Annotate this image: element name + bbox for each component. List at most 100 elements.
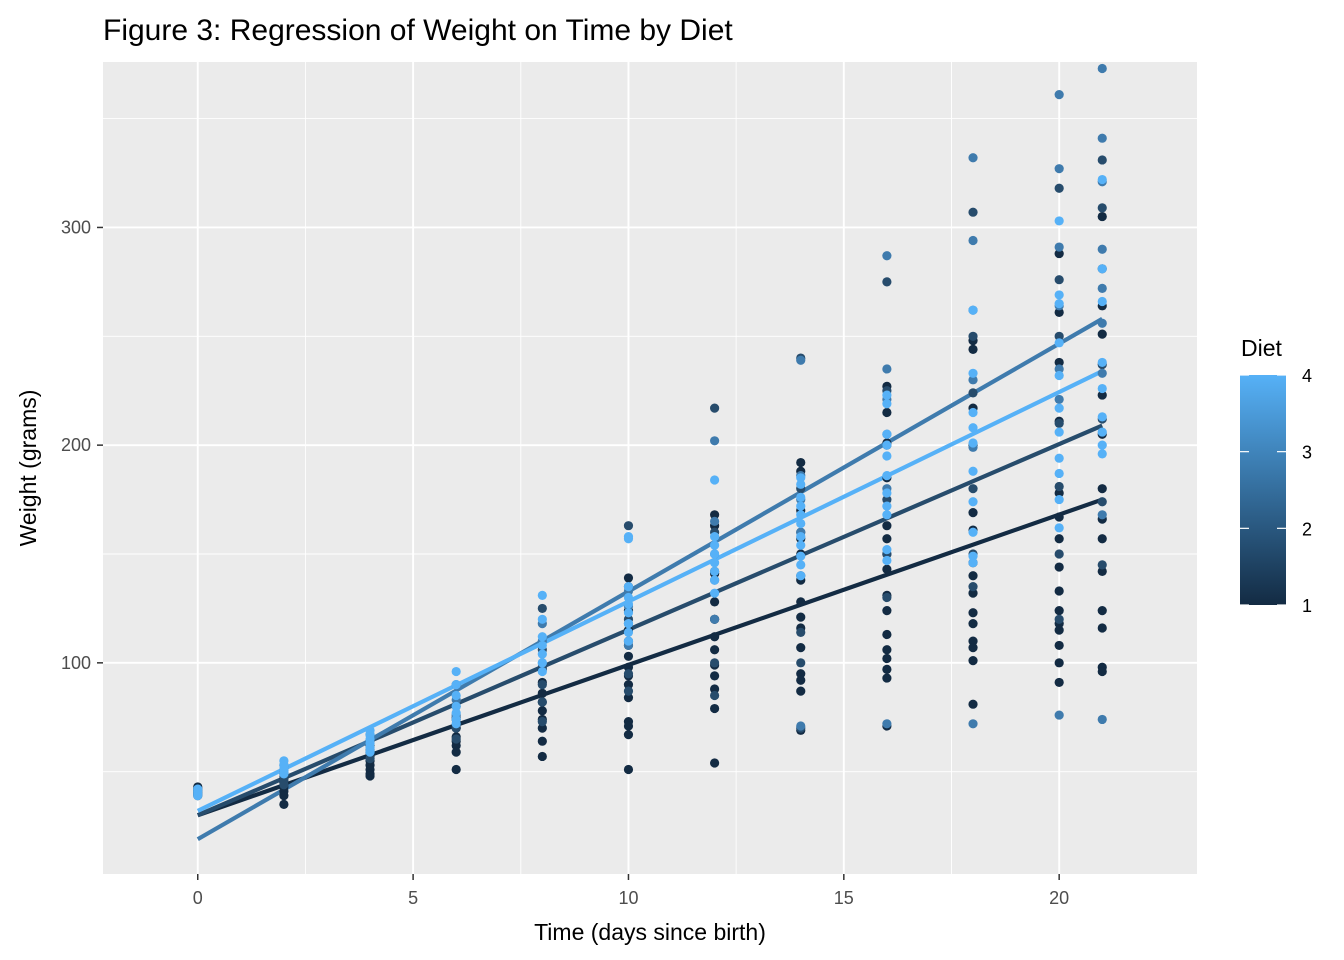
data-point-diet-2: [537, 717, 547, 727]
data-point-diet-1: [623, 680, 634, 690]
data-point-diet-4: [968, 551, 978, 561]
data-point-diet-4: [537, 666, 547, 677]
data-point-diet-3: [882, 364, 892, 374]
data-point-diet-3: [1097, 510, 1107, 520]
data-point-diet-4: [1054, 338, 1064, 348]
data-point-diet-4: [279, 769, 289, 779]
data-point-diet-2: [365, 754, 375, 764]
data-point-diet-4: [451, 690, 461, 701]
data-point-diet-1: [451, 764, 461, 775]
data-point-diet-2: [1054, 549, 1064, 559]
data-point-diet-1: [882, 664, 892, 674]
data-point-diet-2: [882, 592, 892, 603]
data-point-diet-1: [1097, 666, 1107, 677]
data-point-diet-4: [1054, 453, 1064, 463]
x-axis-title: Time (days since birth): [534, 919, 766, 945]
data-point-diet-4: [710, 540, 720, 550]
data-point-diet-1: [710, 632, 720, 642]
data-point-diet-1: [968, 588, 978, 598]
data-point-diet-1: [451, 747, 461, 757]
data-point-diet-2: [968, 484, 978, 494]
data-point-diet-3: [710, 516, 720, 526]
data-point-diet-1: [968, 656, 978, 666]
data-point-diet-1: [882, 653, 892, 664]
data-point-diet-4: [796, 531, 806, 542]
data-point-diet-4: [882, 399, 892, 409]
data-point-diet-1: [365, 771, 375, 781]
data-point-diet-4: [710, 566, 720, 577]
data-point-diet-2: [623, 669, 634, 679]
data-point-diet-1: [1054, 677, 1064, 688]
data-point-diet-4: [882, 545, 892, 555]
data-point-diet-4: [1097, 440, 1107, 450]
data-point-diet-4: [623, 582, 634, 592]
data-point-diet-1: [537, 706, 547, 716]
data-point-diet-4: [710, 575, 720, 585]
y-axis-title: Weight (grams): [15, 390, 41, 547]
data-point-diet-1: [623, 651, 634, 661]
data-point-diet-1: [710, 703, 720, 714]
legend-colorbar: [1240, 375, 1286, 605]
data-point-diet-2: [796, 627, 806, 637]
data-point-diet-1: [796, 597, 806, 607]
data-point-diet-4: [451, 708, 461, 718]
data-point-diet-2: [968, 388, 978, 398]
data-point-diet-4: [1054, 494, 1064, 505]
data-point-diet-1: [796, 675, 806, 685]
data-point-diet-1: [623, 573, 634, 583]
data-point-diet-3: [710, 614, 720, 624]
data-point-diet-1: [1054, 357, 1064, 368]
data-point-diet-3: [1097, 714, 1107, 725]
data-point-diet-1: [968, 642, 978, 653]
data-point-diet-2: [1097, 155, 1107, 165]
data-point-diet-1: [1054, 605, 1064, 616]
data-point-diet-4: [968, 558, 978, 568]
data-point-diet-4: [193, 791, 203, 801]
data-point-diet-1: [1054, 534, 1064, 544]
x-tick-label: 5: [408, 888, 418, 908]
data-point-diet-3: [968, 153, 978, 163]
data-point-diet-1: [710, 684, 720, 694]
data-point-diet-4: [796, 560, 806, 570]
data-point-diet-3: [1097, 133, 1107, 143]
data-point-diet-4: [882, 510, 892, 520]
chart-title: Figure 3: Regression of Weight on Time b…: [103, 14, 733, 47]
data-point-diet-1: [710, 597, 720, 607]
data-point-diet-1: [1097, 534, 1107, 544]
data-point-diet-1: [537, 751, 547, 762]
data-point-diet-4: [882, 488, 892, 498]
data-point-diet-4: [1097, 383, 1107, 394]
data-point-diet-4: [882, 451, 892, 461]
data-point-diet-4: [710, 475, 720, 485]
x-axis-ticks: 0 5 10 15 20: [193, 874, 1069, 908]
data-point-diet-2: [537, 603, 547, 614]
data-point-diet-1: [710, 758, 720, 768]
data-point-diet-4: [451, 719, 461, 729]
data-point-diet-2: [537, 680, 547, 690]
data-point-diet-4: [882, 555, 892, 566]
data-point-diet-1: [1054, 248, 1064, 259]
data-point-diet-2: [968, 331, 978, 341]
data-point-diet-4: [968, 368, 978, 378]
data-point-diet-4: [882, 440, 892, 450]
data-point-diet-2: [796, 658, 806, 668]
data-point-diet-1: [710, 645, 720, 655]
y-tick-label: 300: [61, 217, 91, 237]
data-point-diet-1: [882, 534, 892, 544]
data-point-diet-4: [1097, 449, 1107, 459]
data-point-diet-2: [623, 686, 634, 696]
data-point-diet-3: [1054, 394, 1064, 405]
data-point-diet-4: [451, 666, 461, 677]
data-point-diet-3: [1054, 164, 1064, 174]
y-axis-ticks: 100 200 300: [61, 217, 103, 673]
data-point-diet-1: [1097, 566, 1107, 577]
data-point-diet-1: [968, 571, 978, 581]
data-point-diet-4: [968, 305, 978, 315]
data-point-diet-2: [968, 207, 978, 217]
data-point-diet-2: [1054, 614, 1064, 624]
data-point-diet-3: [968, 375, 978, 385]
data-point-diet-1: [451, 740, 461, 751]
legend-ticks: 1 2 3 4: [1240, 366, 1312, 616]
data-point-diet-2: [1054, 183, 1064, 193]
